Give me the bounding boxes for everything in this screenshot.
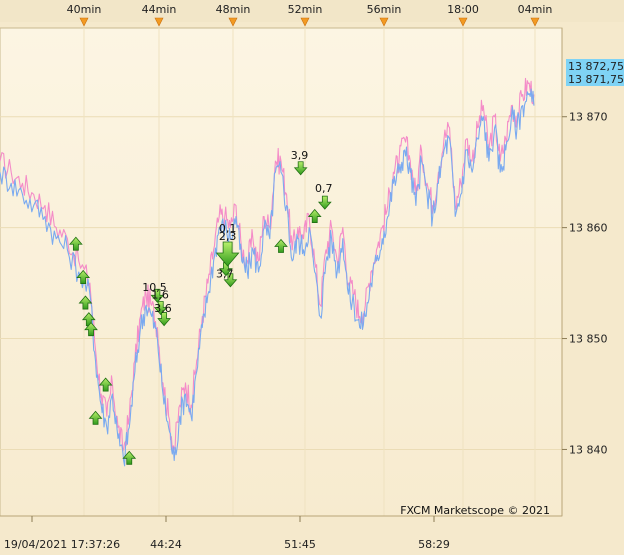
bottom-time-tick: 51:45 — [284, 538, 316, 551]
signals-layer — [69, 161, 332, 465]
bottom-time-tick: 58:29 — [418, 538, 450, 551]
bottom-time-tick: 44:24 — [150, 538, 182, 551]
sell-signal-arrow-icon[interactable] — [223, 273, 238, 288]
current-price-box — [566, 72, 624, 86]
current-price-label: 13 871,75 — [568, 73, 624, 86]
buy-signal-arrow-icon[interactable] — [76, 269, 91, 284]
buy-signal-arrow-icon[interactable] — [69, 236, 83, 251]
large-sell-signal-arrow-icon[interactable] — [215, 241, 240, 267]
signal-value-label: 3,9 — [291, 149, 309, 162]
current-price-box — [566, 59, 624, 73]
sell-signal-arrow-icon[interactable] — [293, 161, 308, 176]
top-time-tick: 04min — [518, 3, 553, 16]
sell-signal-arrow-icon[interactable] — [153, 301, 168, 316]
annotations-layer: 10,51,63,6 0,12,3 3,7 3,9 0,7 — [142, 149, 332, 315]
current-price-label: 13 872,75 — [568, 60, 624, 73]
bottom-time-axis[interactable]: 19/04/2021 17:37:26 44:24 51:45 58:29 — [0, 515, 562, 551]
time-marker-icon[interactable] — [228, 17, 238, 27]
top-time-axis: 40min 44min 48min 52min 56min 18:00 04min — [67, 3, 553, 27]
price-series-line — [0, 88, 535, 467]
buy-signal-arrow-icon[interactable] — [307, 208, 322, 223]
time-marker-icon[interactable] — [79, 17, 89, 27]
buy-signal-arrow-icon[interactable] — [122, 450, 137, 465]
buy-signal-arrow-icon[interactable] — [84, 322, 98, 337]
y-tick-label: 13 870 — [569, 111, 608, 124]
plot-area[interactable] — [0, 27, 563, 517]
signal-value-label: 10,5 — [142, 281, 167, 294]
top-time-bar — [0, 0, 624, 22]
time-marker-icon[interactable] — [154, 17, 164, 27]
buy-signal-arrow-icon[interactable] — [274, 238, 288, 253]
sell-signal-arrow-icon[interactable] — [317, 195, 332, 210]
time-marker-icon[interactable] — [379, 17, 389, 27]
signal-value-label: 3,7 — [216, 268, 234, 281]
source-label: FXCM Marketscope © 2021 — [400, 504, 550, 517]
signal-value-label: 2,3 — [219, 230, 237, 243]
top-time-tick: 52min — [288, 3, 323, 16]
signal-value-label: 0,1 — [219, 222, 237, 235]
y-tick-label: 13 850 — [569, 333, 608, 346]
buy-signal-arrow-icon[interactable] — [98, 377, 113, 392]
top-time-tick: 18:00 — [447, 3, 479, 16]
sell-signal-arrow-icon[interactable] — [157, 312, 171, 327]
signal-value-label: 0,7 — [315, 182, 333, 195]
time-marker-icon[interactable] — [300, 17, 310, 27]
top-time-tick: 48min — [216, 3, 251, 16]
buy-signal-arrow-icon[interactable] — [78, 295, 93, 310]
top-time-tick: 56min — [367, 3, 402, 16]
top-time-tick: 40min — [67, 3, 102, 16]
y-tick-label: 13 840 — [569, 443, 608, 456]
signal-value-label: 1,6 — [151, 289, 169, 302]
signal-value-label: 3,6 — [154, 302, 172, 315]
time-marker-icon[interactable] — [530, 17, 540, 27]
y-tick-label: 13 860 — [569, 222, 608, 235]
buy-signal-arrow-icon[interactable] — [88, 410, 103, 425]
series-layer — [0, 77, 535, 467]
top-time-tick: 44min — [142, 3, 177, 16]
bottom-time-tick: 19/04/2021 17:37:26 — [4, 538, 120, 551]
sell-signal-arrow-icon[interactable] — [150, 288, 165, 303]
time-marker-icon[interactable] — [458, 17, 468, 27]
price-axis[interactable]: 13 870 13 860 13 850 13 840 — [561, 28, 608, 516]
